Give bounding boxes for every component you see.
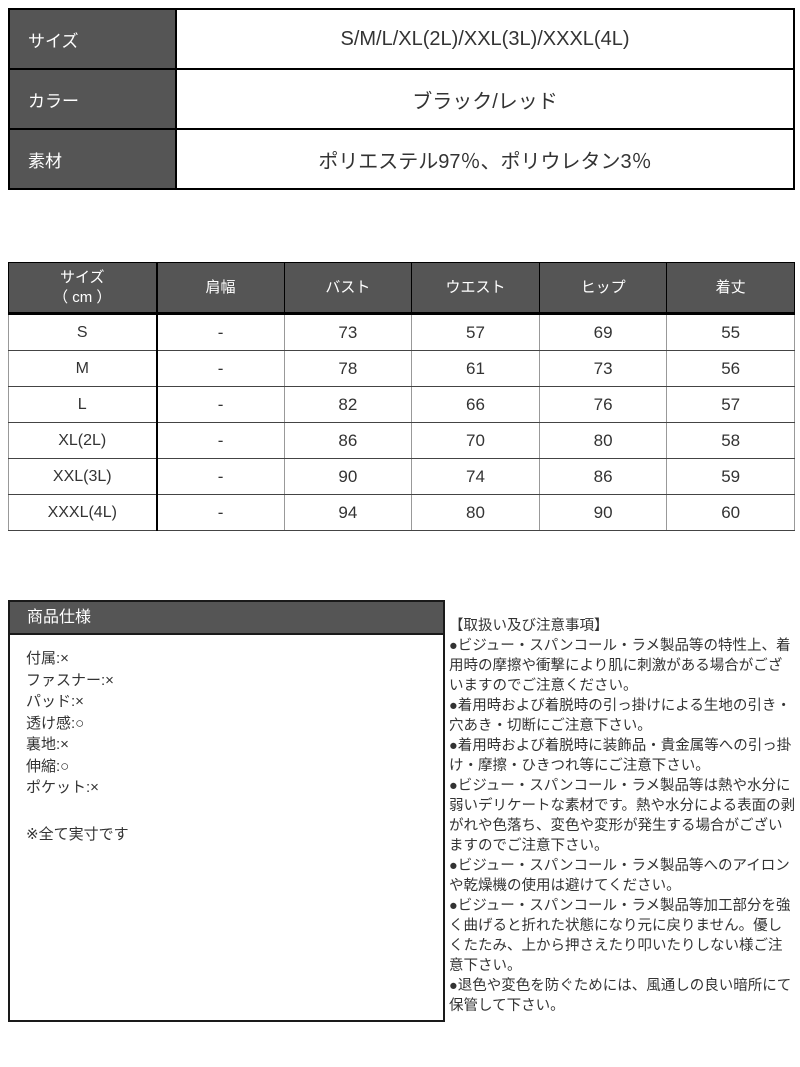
spec-item-fastener: ファスナー:× (26, 671, 114, 689)
care-note-item: ●着用時および着脱時の引っ掛けによる生地の引き・穴あき・切断にご注意下さい。 (449, 698, 791, 734)
product-spec-box: 商品仕様 付属:× ファスナー:× パッド:× 透け感:○ 裏地:× 伸縮:○ … (8, 600, 445, 1022)
size-cell: XXXL(4L) (8, 494, 158, 531)
measure-cell: 80 (411, 494, 540, 531)
measure-cell: 73 (283, 313, 413, 351)
measure-cell: 94 (283, 494, 413, 531)
table-row: XXXL(4L) - 94 80 90 60 (8, 494, 795, 531)
measure-cell: 61 (411, 350, 540, 387)
care-note-item: ●ビジュー・スパンコール・ラメ製品等の特性上、着用時の摩擦や衝撃により肌に刺激が… (449, 638, 791, 694)
measure-cell: 55 (666, 313, 795, 351)
size-chart-header-length: 着丈 (666, 262, 795, 315)
measure-cell: 57 (411, 313, 540, 351)
measure-cell: - (156, 494, 285, 531)
spec-item-pad: パッド:× (26, 693, 84, 710)
measure-cell: 57 (666, 386, 795, 423)
care-notes-section: 【取扱い及び注意事項】 ●ビジュー・スパンコール・ラメ製品等の特性上、着用時の摩… (449, 616, 796, 1016)
table-row: S - 73 57 69 55 (8, 313, 795, 351)
spec-item-stretch: 伸縮:○ (26, 757, 70, 775)
size-cell: XL(2L) (8, 422, 158, 459)
size-chart-header-shoulder: 肩幅 (156, 262, 285, 315)
info-value-color: ブラック/レッド (175, 68, 795, 130)
table-row: L - 82 66 76 57 (8, 386, 795, 423)
measure-cell: - (156, 313, 285, 351)
measure-cell: 69 (538, 313, 668, 351)
measure-cell: - (156, 422, 285, 459)
measure-cell: 82 (283, 386, 413, 423)
measure-cell: 74 (411, 458, 540, 495)
measure-cell: 78 (283, 350, 413, 387)
size-cell: L (8, 386, 158, 423)
size-header-line2: （ cm ） (53, 288, 112, 306)
measure-cell: 86 (283, 422, 413, 459)
care-note-item: ●ビジュー・スパンコール・ラメ製品等加工部分を強く曲げると折れた状態になり元に戻… (449, 898, 791, 974)
table-row: カラー ブラック/レッド (8, 68, 795, 130)
table-row: XL(2L) - 86 70 80 58 (8, 422, 795, 459)
spec-item-sheerness: 透け感:○ (26, 714, 85, 732)
care-notes-heading: 【取扱い及び注意事項】 (449, 618, 609, 634)
info-label-material: 素材 (8, 128, 177, 190)
table-row: XXL(3L) - 90 74 86 59 (8, 458, 795, 495)
table-row: M - 78 61 73 56 (8, 350, 795, 387)
care-note-item: ●ビジュー・スパンコール・ラメ製品等は熱や水分に弱いデリケートな素材です。熱や水… (449, 778, 796, 854)
measure-cell: 86 (538, 458, 668, 495)
measure-cell: 70 (411, 422, 540, 459)
table-row: 素材 ポリエステル97％、ポリウレタン3％ (8, 128, 795, 190)
info-value-material: ポリエステル97％、ポリウレタン3％ (175, 128, 795, 190)
info-value-size: S/M/L/XL(2L)/XXL(3L)/XXXL(4L) (175, 8, 795, 70)
measure-cell: 58 (666, 422, 795, 459)
product-info-table: サイズ S/M/L/XL(2L)/XXL(3L)/XXXL(4L) カラー ブラ… (8, 8, 795, 190)
size-chart-header-hip: ヒップ (538, 262, 668, 315)
spec-note-actual-measurement: ※全て実寸です (26, 825, 129, 843)
spec-item-pocket: ポケット:× (26, 779, 99, 796)
measure-cell: - (156, 386, 285, 423)
measure-cell: 59 (666, 458, 795, 495)
care-note-item: ●着用時および着脱時に装飾品・貴金属等への引っ掛け・摩擦・ひきつれ等にご注意下さ… (449, 738, 792, 774)
measure-cell: 66 (411, 386, 540, 423)
measure-cell: 73 (538, 350, 668, 387)
size-cell: M (8, 350, 158, 387)
measure-cell: - (156, 350, 285, 387)
size-chart-header-waist: ウエスト (411, 262, 540, 315)
size-chart-table: サイズ （ cm ） 肩幅 バスト ウエスト ヒップ 着丈 S - 73 57 … (8, 262, 795, 531)
care-note-item: ●ビジュー・スパンコール・ラメ製品等へのアイロンや乾燥機の使用は避けてください。 (449, 858, 790, 894)
size-chart-header-size: サイズ （ cm ） (8, 262, 158, 315)
measure-cell: 80 (538, 422, 668, 459)
size-chart-header-bust: バスト (283, 262, 413, 315)
size-chart-header-row: サイズ （ cm ） 肩幅 バスト ウエスト ヒップ 着丈 (8, 262, 795, 315)
spec-item-lining: 裏地:× (26, 736, 69, 753)
measure-cell: 76 (538, 386, 668, 423)
info-label-color: カラー (8, 68, 177, 130)
size-header-line1: サイズ (59, 268, 105, 286)
measure-cell: 56 (666, 350, 795, 387)
measure-cell: 90 (538, 494, 668, 531)
size-cell: XXL(3L) (8, 458, 158, 495)
measure-cell: - (156, 458, 285, 495)
spec-item-accessory: 付属:× (26, 650, 69, 667)
care-note-item: ●退色や変色を防ぐためには、風通しの良い暗所にて保管して下さい。 (449, 978, 792, 1014)
size-cell: S (8, 313, 158, 351)
spec-box-title: 商品仕様 (10, 602, 443, 635)
info-label-size: サイズ (8, 8, 177, 70)
measure-cell: 90 (283, 458, 413, 495)
spec-box-content: 付属:× ファスナー:× パッド:× 透け感:○ 裏地:× 伸縮:○ ポケット:… (10, 635, 443, 845)
measure-cell: 60 (666, 494, 795, 531)
table-row: サイズ S/M/L/XL(2L)/XXL(3L)/XXXL(4L) (8, 8, 795, 70)
